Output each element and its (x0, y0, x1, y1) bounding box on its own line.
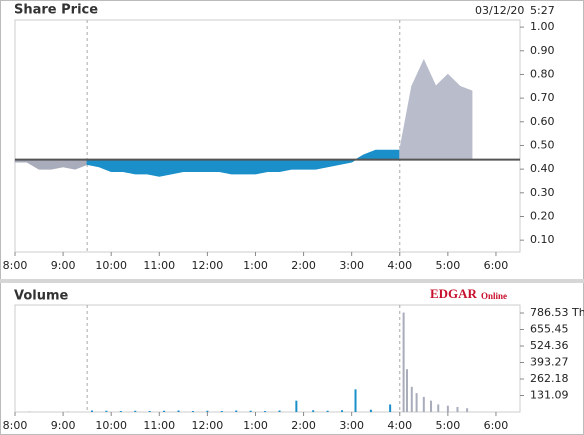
x-tick-label: 4:00 (387, 259, 412, 272)
volume-bar (278, 410, 281, 412)
y-tick-label: 655.45 (530, 322, 569, 335)
volume-bar (90, 410, 93, 412)
volume-bar (312, 410, 315, 412)
volume-bar (410, 386, 413, 412)
volume-bar (264, 410, 267, 412)
volume-bar (105, 410, 108, 412)
volume-bar (235, 410, 238, 412)
volume-bar (220, 410, 223, 412)
volume-bar (206, 410, 209, 412)
volume-bar (456, 406, 459, 412)
volume-bar (389, 404, 392, 412)
x-tick-label: 6:00 (484, 419, 509, 432)
logo: EDGAR (430, 286, 478, 301)
x-tick-label: 9:00 (51, 419, 76, 432)
volume-bar (66, 411, 69, 412)
volume-bar (148, 410, 151, 412)
volume-bar (446, 405, 449, 412)
x-tick-label: 2:00 (291, 259, 316, 272)
volume-bar (415, 393, 418, 412)
x-tick-label: 6:00 (484, 259, 509, 272)
x-tick-label: 11:00 (143, 259, 175, 272)
logo: Online (481, 291, 507, 301)
volume-bar (28, 411, 31, 412)
x-tick-label: 10:00 (95, 419, 127, 432)
y-tick-label: 0.30 (530, 186, 555, 199)
volume-bar (326, 410, 329, 412)
y-tick-label: 0.60 (530, 115, 555, 128)
x-tick-label: 1:00 (243, 259, 268, 272)
chart-title: Volume (14, 289, 69, 304)
y-tick-label: 0.20 (530, 209, 555, 222)
volume-bar (466, 408, 469, 412)
volume-bar (354, 389, 357, 412)
y-tick-label: 0.50 (530, 138, 555, 151)
x-tick-label: 12:00 (192, 419, 224, 432)
volume-bar (249, 410, 252, 412)
x-tick-label: 12:00 (192, 259, 224, 272)
y-tick-label: 0.90 (530, 44, 555, 57)
y-tick-label: 0.70 (530, 91, 555, 104)
volume-bar (119, 410, 122, 412)
y-tick-label: 0.40 (530, 162, 555, 175)
x-tick-label: 1:00 (243, 419, 268, 432)
time: 5:27 (530, 4, 555, 17)
price-area (86, 149, 401, 177)
x-tick-label: 8:00 (3, 419, 28, 432)
x-tick-label: 5:00 (436, 419, 461, 432)
x-tick-label: 8:00 (3, 259, 28, 272)
plot-area (14, 304, 521, 413)
x-tick-label: 4:00 (387, 419, 412, 432)
volume-bar (177, 410, 180, 412)
y-tick-label: 0.10 (530, 233, 555, 246)
x-tick-label: 3:00 (339, 259, 364, 272)
chart-title: Share Price (14, 3, 98, 18)
volume-bar (405, 369, 408, 412)
x-tick-label: 10:00 (95, 259, 127, 272)
volume-bar (402, 312, 405, 412)
y-tick-label: 1.00 (530, 20, 555, 33)
volume-bar (295, 400, 298, 412)
volume-bar (430, 400, 433, 412)
volume-bar (369, 409, 372, 412)
y-tick-label: 393.27 (530, 355, 569, 368)
y-tick-label: 524.36 (530, 339, 569, 352)
x-tick-label: 2:00 (291, 419, 316, 432)
y-tick-label: 131.09 (530, 388, 569, 401)
x-tick-label: 11:00 (143, 419, 175, 432)
date: 03/12/20 (475, 4, 524, 17)
volume-bar (134, 410, 137, 412)
y-tick-label: 262.18 (530, 372, 569, 385)
y-tick-label: 786.53 Th (530, 306, 584, 319)
x-tick-label: 9:00 (51, 259, 76, 272)
y-tick-label: 0.80 (530, 67, 555, 80)
volume-bar (163, 410, 166, 412)
volume-bar (422, 396, 425, 412)
x-tick-label: 5:00 (436, 259, 461, 272)
volume-bar (341, 410, 344, 412)
panel-separator (0, 279, 584, 283)
x-tick-label: 3:00 (339, 419, 364, 432)
volume-bar (437, 404, 440, 412)
volume-bar (191, 410, 194, 412)
